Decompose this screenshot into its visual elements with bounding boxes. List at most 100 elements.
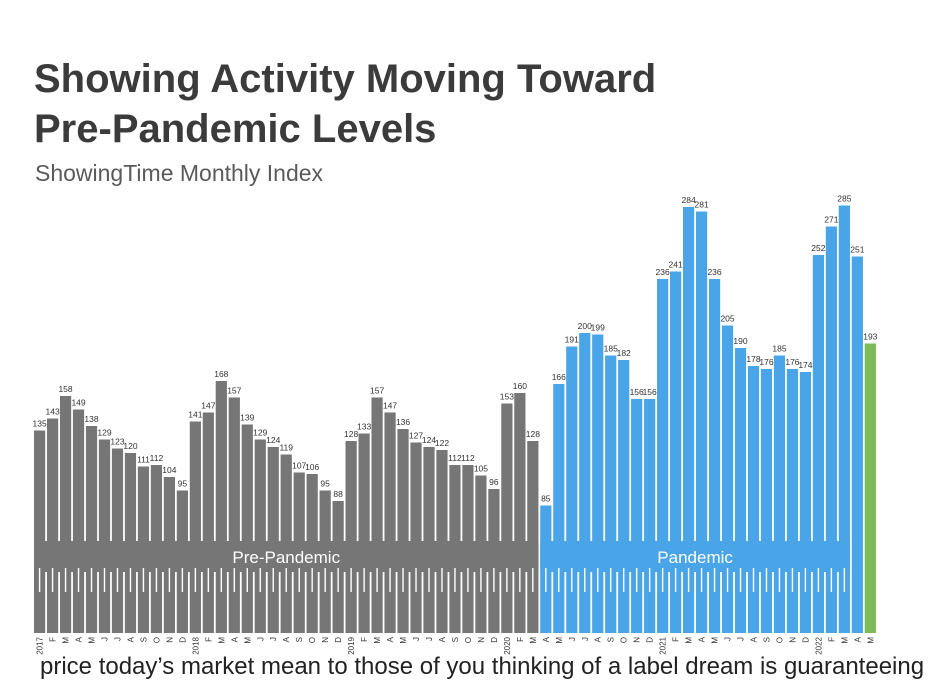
- data-label: 119: [279, 443, 293, 453]
- x-tick-label: A: [230, 636, 239, 642]
- x-tick-label: M: [711, 637, 720, 644]
- data-label: 128: [344, 429, 358, 439]
- x-tick-label: N: [633, 637, 642, 643]
- x-tick-label: O: [464, 637, 473, 643]
- chart-subtitle: ShowingTime Monthly Index: [35, 160, 324, 186]
- bar: [371, 397, 383, 633]
- x-tick-label: O: [775, 637, 784, 643]
- data-label: 193: [863, 332, 877, 342]
- x-tick-label: A: [438, 636, 447, 642]
- x-tick-label: 2018: [191, 636, 200, 654]
- data-label: 123: [110, 437, 124, 447]
- data-label: 96: [489, 477, 499, 487]
- x-tick-label: 2019: [347, 636, 356, 654]
- bar: [683, 207, 695, 633]
- data-label: 156: [630, 387, 644, 397]
- x-tick-label: N: [165, 637, 174, 643]
- data-label: 182: [617, 348, 631, 358]
- x-tick-label: S: [607, 637, 616, 642]
- bar: [838, 205, 850, 633]
- data-label: 128: [526, 429, 540, 439]
- x-tick-label: N: [477, 637, 486, 643]
- bar: [579, 333, 591, 633]
- data-label: 284: [682, 195, 696, 205]
- bar: [345, 441, 357, 633]
- data-label: 147: [201, 401, 215, 411]
- bar: [670, 271, 682, 633]
- x-tick-label: A: [542, 636, 551, 642]
- data-label: 158: [58, 384, 72, 394]
- x-tick-label: 2020: [503, 636, 512, 654]
- x-tick-label: 2021: [659, 636, 668, 654]
- bar: [695, 211, 708, 633]
- x-tick-label: J: [724, 637, 733, 641]
- data-label: 156: [643, 387, 657, 397]
- chart-title: Showing Activity Moving Toward Pre-Pande…: [34, 54, 656, 154]
- x-tick-label: A: [853, 636, 862, 642]
- title-line-1: Showing Activity Moving Toward: [34, 57, 657, 101]
- bar: [384, 412, 396, 633]
- x-tick-label: F: [516, 637, 525, 642]
- x-tick-label: M: [243, 637, 252, 644]
- x-tick-label: F: [827, 637, 836, 642]
- data-label: 88: [333, 489, 343, 499]
- x-tick-label: A: [594, 636, 603, 642]
- bar: [760, 369, 773, 633]
- data-label: 139: [240, 413, 254, 423]
- x-tick-label: O: [620, 637, 629, 643]
- bar: [631, 399, 643, 633]
- data-label: 166: [552, 372, 566, 382]
- bar: [657, 279, 669, 633]
- bar: [254, 439, 266, 633]
- x-tick-label: D: [801, 637, 810, 643]
- bar: [98, 439, 111, 633]
- data-label: 176: [785, 357, 799, 367]
- bar: [644, 399, 656, 633]
- bar: [825, 226, 837, 633]
- data-label: 147: [383, 401, 397, 411]
- data-label: 112: [150, 453, 164, 463]
- x-tick-label: O: [152, 637, 161, 643]
- data-label: 124: [266, 435, 280, 445]
- data-label: 185: [772, 344, 786, 354]
- data-label: 122: [435, 438, 449, 448]
- data-label: 157: [227, 386, 241, 396]
- bar: [708, 279, 721, 633]
- bar: [773, 355, 786, 633]
- bar: [501, 403, 513, 633]
- x-tick-label: F: [49, 637, 58, 642]
- data-label: 205: [720, 314, 734, 324]
- bar: [397, 429, 409, 633]
- bar: [514, 393, 526, 633]
- x-tick-label: D: [334, 637, 343, 643]
- x-tick-label: J: [581, 637, 590, 641]
- data-label: 168: [214, 369, 228, 379]
- data-label: 95: [178, 479, 188, 489]
- bar: [46, 418, 59, 633]
- data-label: 157: [370, 386, 384, 396]
- x-tick-label: M: [529, 637, 538, 644]
- x-tick-label: A: [698, 636, 707, 642]
- bar: [812, 255, 824, 633]
- bar: [851, 256, 863, 633]
- x-tick-label: J: [113, 637, 122, 641]
- data-label: 106: [305, 462, 319, 472]
- x-tick-label: A: [126, 636, 135, 642]
- bar: [747, 366, 760, 633]
- bar: [423, 447, 435, 633]
- bar: [85, 426, 98, 633]
- data-label: 143: [45, 407, 59, 417]
- segment-band: [540, 541, 850, 572]
- x-tick-label: N: [788, 637, 797, 643]
- data-label: 236: [656, 267, 670, 277]
- title-line-2: Pre-Pandemic Levels: [34, 107, 437, 151]
- bar: [864, 343, 876, 633]
- x-tick-label: M: [88, 637, 97, 644]
- x-tick-label: J: [412, 637, 421, 641]
- bar: [605, 355, 617, 633]
- bar: [228, 397, 240, 633]
- data-label: 251: [850, 245, 864, 255]
- data-label: 129: [253, 428, 267, 438]
- bar: [358, 433, 370, 633]
